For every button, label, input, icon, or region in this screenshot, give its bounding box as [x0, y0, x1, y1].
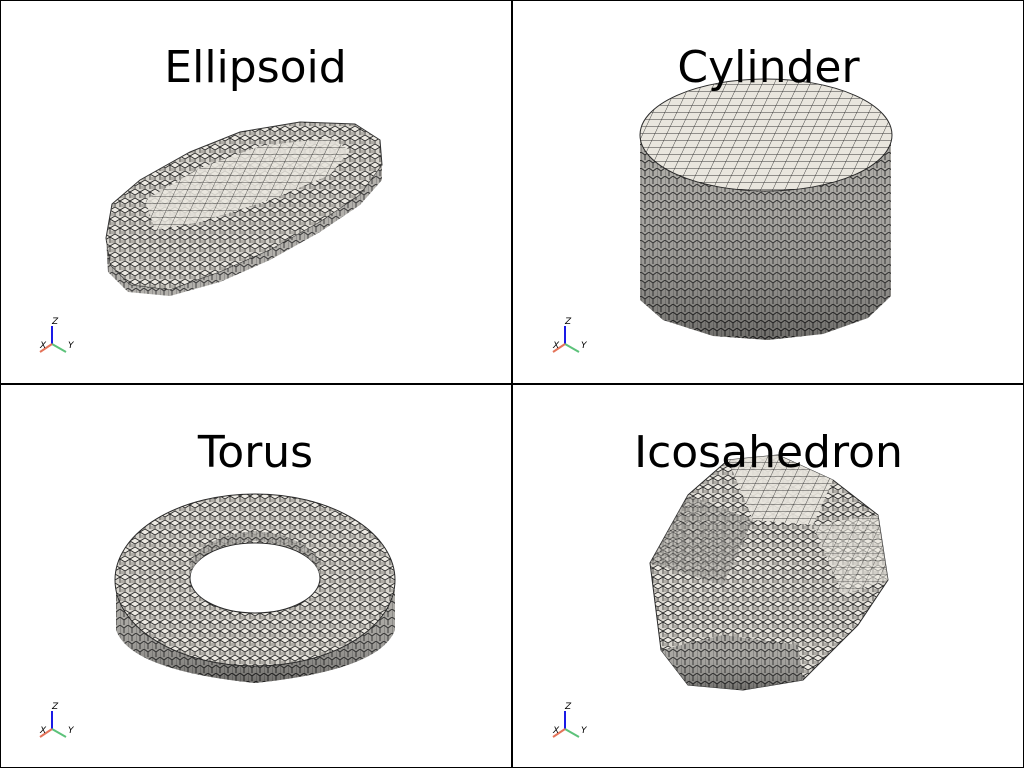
axis-label-x: X	[552, 341, 560, 351]
axis-label-z: Z	[564, 702, 572, 712]
viewport-title: Torus	[197, 427, 314, 478]
axis-label-y: Y	[68, 726, 75, 736]
axis-label-y: Y	[581, 341, 588, 351]
axis-label-x: X	[39, 726, 47, 736]
axis-label-z: Z	[51, 317, 59, 327]
axis-label-z: Z	[51, 702, 59, 712]
icosahedron-icon	[649, 454, 889, 691]
axis-label-x: X	[39, 341, 47, 351]
viewport-title: Ellipsoid	[164, 42, 347, 93]
ellipsoid-icon	[105, 121, 383, 296]
cylinder-icon	[639, 78, 893, 340]
viewport-torus[interactable]: Torus Z Y X	[0, 385, 511, 768]
axis-label-y: Y	[68, 341, 75, 351]
axis-label-z: Z	[564, 317, 572, 327]
viewport-title: Icosahedron	[634, 427, 903, 478]
viewport-icosahedron[interactable]: Icosahedron Z Y X	[513, 385, 1024, 768]
axis-label-x: X	[552, 726, 560, 736]
viewport-divider-horizontal	[0, 383, 1024, 385]
viewport-cylinder[interactable]: Cylinder Z Y X	[513, 0, 1024, 383]
orientation-axes: Z Y X	[552, 702, 588, 738]
axis-label-y: Y	[581, 726, 588, 736]
orientation-axes: Z Y X	[552, 317, 588, 353]
orientation-axes: Z Y X	[39, 702, 75, 738]
viewport-ellipsoid[interactable]: Ellipsoid Z Y X	[0, 0, 511, 383]
viewport-title: Cylinder	[677, 42, 860, 93]
torus-icon	[114, 493, 396, 683]
orientation-axes: Z Y X	[39, 317, 75, 353]
